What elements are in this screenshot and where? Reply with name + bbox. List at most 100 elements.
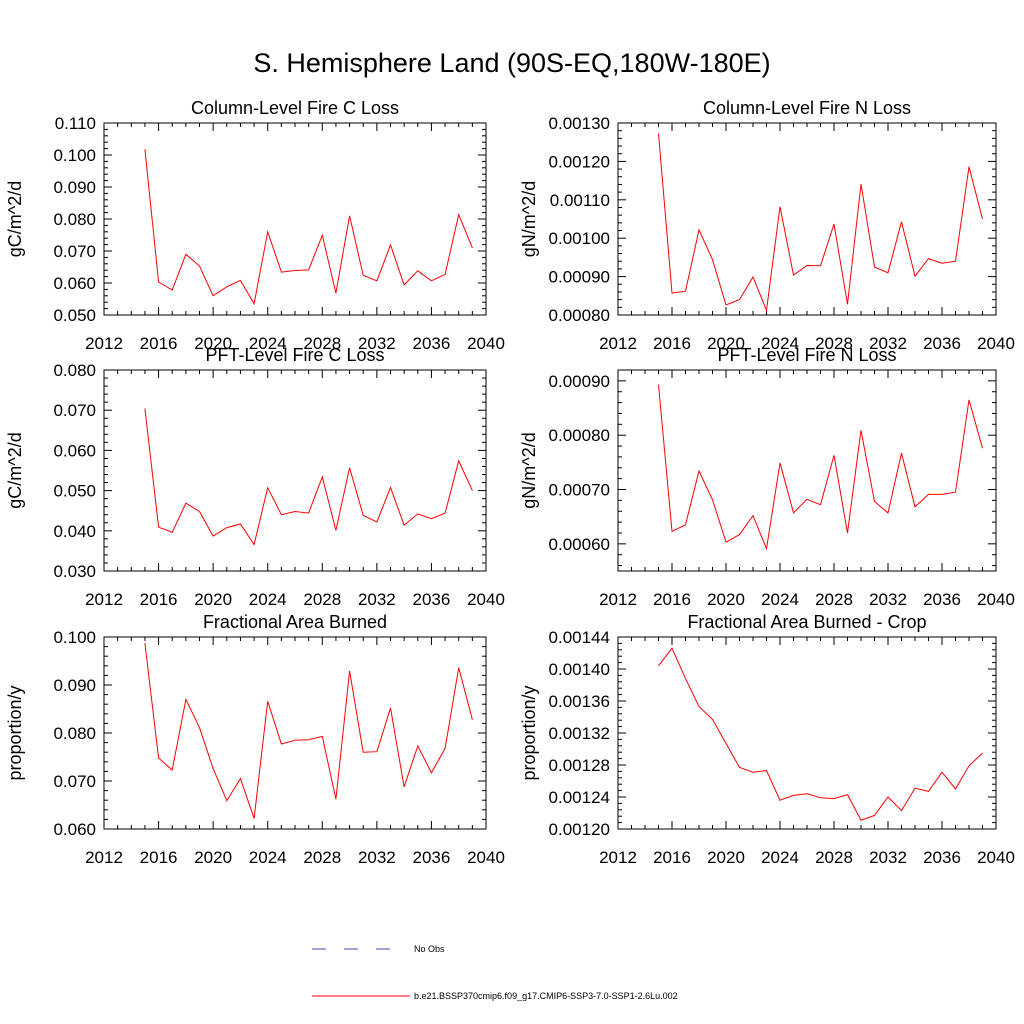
y-axis-label: gC/m^2/d (5, 181, 25, 257)
y-tick-label: 0.00124 (549, 788, 610, 807)
x-tick-label: 2024 (761, 334, 799, 353)
x-tick-label: 2024 (761, 590, 799, 609)
series-line (144, 149, 473, 306)
x-tick-label: 2032 (358, 848, 396, 867)
x-tick-label: 2016 (140, 590, 178, 609)
legend-series-label: b.e21.BSSP370cmip6.f09_g17.CMIP6-SSP3-7.… (414, 991, 678, 1001)
series-line (658, 647, 983, 821)
x-tick-label: 2028 (815, 334, 853, 353)
x-tick-label: 2036 (923, 334, 961, 353)
y-tick-label: 0.00136 (549, 692, 610, 711)
x-tick-label: 2024 (761, 848, 799, 867)
x-tick-label: 2032 (358, 334, 396, 353)
y-tick-label: 0.00060 (549, 535, 610, 554)
y-tick-label: 0.070 (53, 772, 96, 791)
y-tick-label: 0.110 (55, 114, 96, 133)
x-tick-label: 2036 (413, 848, 451, 867)
y-tick-label: 0.050 (53, 306, 96, 325)
y-tick-label: 0.00140 (549, 660, 610, 679)
y-tick-label: 0.060 (53, 274, 96, 293)
x-tick-label: 2020 (194, 334, 232, 353)
legend-no-obs-label: No Obs (414, 944, 445, 954)
x-tick-label: 2020 (707, 334, 745, 353)
y-tick-label: 0.090 (53, 178, 96, 197)
x-tick-label: 2012 (599, 590, 637, 609)
x-tick-label: 2032 (869, 590, 907, 609)
y-tick-label: 0.00100 (549, 229, 610, 248)
series-line (658, 384, 983, 551)
y-tick-label: 0.080 (53, 361, 96, 380)
y-tick-label: 0.00070 (549, 481, 610, 500)
x-tick-label: 2016 (653, 334, 691, 353)
y-tick-label: 0.090 (53, 676, 96, 695)
y-tick-label: 0.00090 (549, 372, 610, 391)
plot-frame (103, 636, 487, 830)
x-tick-label: 2036 (923, 590, 961, 609)
x-tick-label: 2036 (413, 334, 451, 353)
y-tick-label: 0.060 (53, 441, 96, 460)
y-tick-label: 0.070 (53, 242, 96, 261)
y-axis-label: gC/m^2/d (5, 432, 25, 508)
x-tick-label: 2032 (869, 334, 907, 353)
x-tick-label: 2012 (599, 334, 637, 353)
y-tick-label: 0.00080 (549, 306, 610, 325)
y-tick-label: 0.100 (53, 628, 96, 647)
x-tick-label: 2020 (194, 848, 232, 867)
y-tick-label: 0.00128 (549, 756, 610, 775)
y-tick-label: 0.00110 (550, 191, 610, 210)
series-line (658, 133, 983, 313)
y-tick-label: 0.00132 (549, 724, 610, 743)
x-tick-label: 2036 (413, 590, 451, 609)
page-title: S. Hemisphere Land (90S-EQ,180W-180E) (253, 48, 771, 78)
y-axis-label: gN/m^2/d (519, 181, 539, 257)
x-tick-label: 2036 (923, 848, 961, 867)
chart-title: PFT-Level Fire N Loss (717, 345, 896, 365)
x-tick-label: 2028 (303, 848, 341, 867)
series-line (144, 643, 473, 819)
x-tick-label: 2016 (653, 848, 691, 867)
x-tick-label: 2040 (977, 590, 1015, 609)
chart-title: Column-Level Fire N Loss (703, 98, 911, 118)
x-tick-label: 2016 (140, 334, 178, 353)
x-tick-label: 2016 (140, 848, 178, 867)
y-tick-label: 0.080 (53, 724, 96, 743)
x-tick-label: 2012 (599, 848, 637, 867)
plot-frame (103, 369, 487, 572)
y-tick-label: 0.080 (53, 210, 96, 229)
y-tick-label: 0.030 (53, 562, 96, 581)
y-tick-label: 0.00090 (549, 268, 610, 287)
x-tick-label: 2040 (977, 334, 1015, 353)
x-tick-label: 2012 (85, 590, 123, 609)
chart-title: PFT-Level Fire C Loss (205, 345, 384, 365)
x-tick-label: 2012 (85, 334, 123, 353)
plot-frame (617, 636, 997, 830)
y-tick-label: 0.070 (53, 401, 96, 420)
chart-title: Column-Level Fire C Loss (191, 98, 399, 118)
y-tick-label: 0.00080 (549, 426, 610, 445)
x-tick-label: 2032 (869, 848, 907, 867)
x-tick-label: 2040 (977, 848, 1015, 867)
x-tick-label: 2020 (707, 848, 745, 867)
y-axis-label: proportion/y (519, 685, 539, 780)
plot-frame (103, 122, 487, 316)
x-tick-label: 2020 (707, 590, 745, 609)
x-tick-label: 2040 (467, 848, 505, 867)
chart-title: Fractional Area Burned (203, 612, 387, 632)
plot-frame (617, 122, 997, 316)
chart-title: Fractional Area Burned - Crop (687, 612, 926, 632)
y-tick-label: 0.100 (53, 146, 96, 165)
y-axis-label: proportion/y (5, 685, 25, 780)
x-tick-label: 2040 (467, 590, 505, 609)
series-line (144, 408, 473, 546)
y-tick-label: 0.00130 (549, 114, 610, 133)
plot-frame (617, 369, 997, 572)
x-tick-label: 2028 (303, 590, 341, 609)
x-tick-label: 2024 (249, 590, 287, 609)
x-tick-label: 2040 (467, 334, 505, 353)
x-tick-label: 2012 (85, 848, 123, 867)
x-tick-label: 2028 (815, 848, 853, 867)
y-tick-label: 0.040 (53, 522, 96, 541)
x-tick-label: 2028 (815, 590, 853, 609)
x-tick-label: 2024 (249, 334, 287, 353)
x-tick-label: 2032 (358, 590, 396, 609)
